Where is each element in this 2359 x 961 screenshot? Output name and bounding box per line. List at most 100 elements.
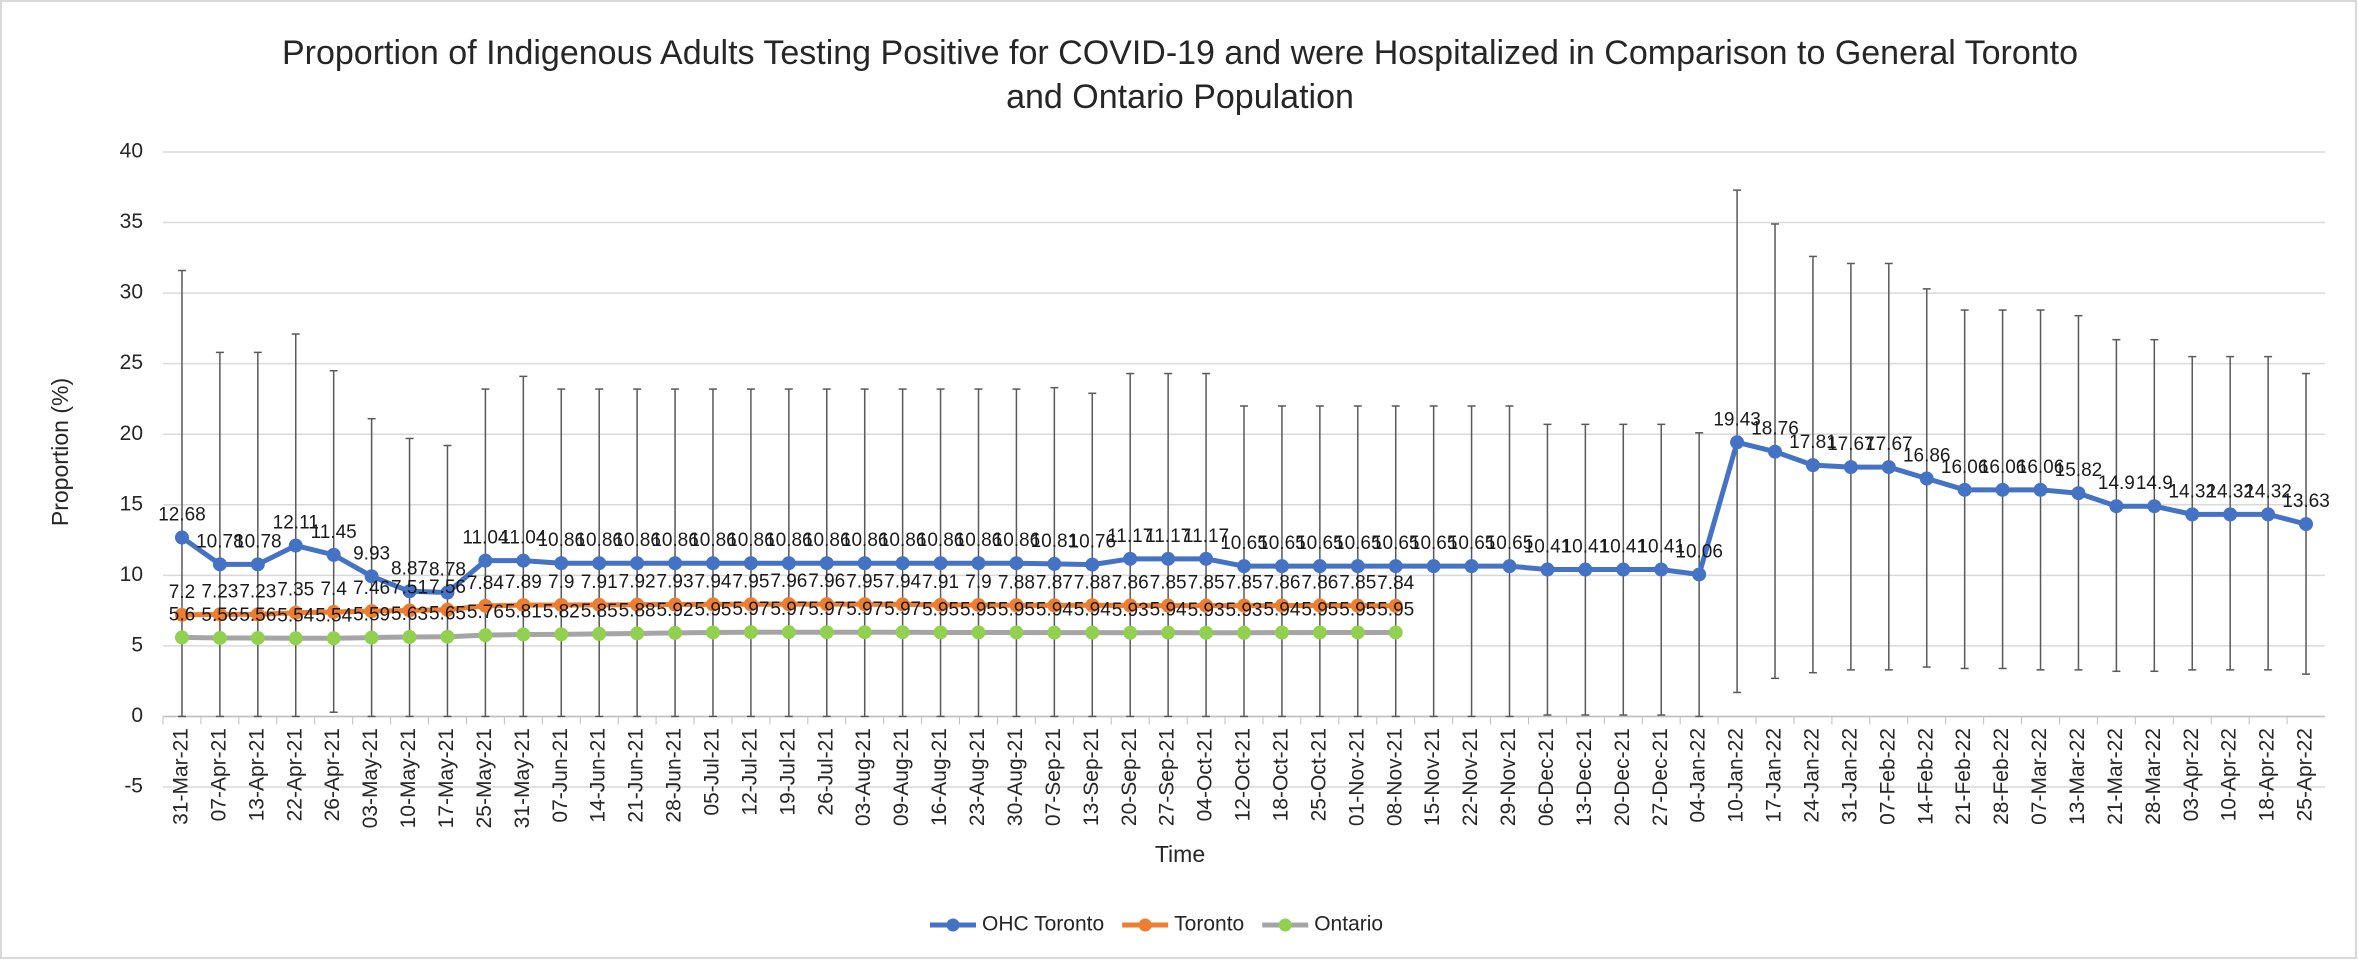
data-point bbox=[781, 625, 796, 640]
data-point bbox=[174, 530, 189, 545]
data-label: 7.86 bbox=[1263, 573, 1300, 594]
data-point bbox=[1464, 559, 1479, 574]
x-tick-label: 10-Jan-22 bbox=[1725, 728, 1748, 823]
data-point bbox=[819, 597, 834, 612]
data-label: 5.93 bbox=[1226, 600, 1263, 621]
data-label: 7.35 bbox=[277, 580, 314, 601]
data-point bbox=[1161, 551, 1176, 566]
data-point bbox=[1692, 567, 1707, 582]
data-label: 11.04 bbox=[462, 528, 509, 549]
data-point bbox=[705, 597, 720, 612]
x-tick-label: 28-Feb-22 bbox=[1990, 728, 2013, 825]
data-label: 11.17 bbox=[1183, 526, 1229, 547]
x-tick-label: 24-Jan-22 bbox=[1800, 728, 1823, 823]
data-label: 5.95 bbox=[1339, 599, 1376, 620]
data-point bbox=[1009, 598, 1024, 613]
x-tick-label: 12-Jul-21 bbox=[738, 728, 761, 816]
data-label: 9.93 bbox=[353, 543, 390, 564]
x-tick-label: 05-Jul-21 bbox=[701, 728, 724, 816]
error-bar bbox=[746, 388, 755, 718]
data-point bbox=[212, 630, 227, 645]
x-tick-label: 04-Oct-21 bbox=[1194, 728, 1217, 821]
data-point bbox=[1502, 559, 1517, 574]
data-label: 10.86 bbox=[917, 530, 965, 551]
legend-marker bbox=[1138, 918, 1152, 932]
data-point bbox=[402, 584, 417, 599]
data-label: 10.86 bbox=[993, 530, 1041, 551]
data-label: 10.86 bbox=[765, 530, 813, 551]
data-label: 13.63 bbox=[2282, 491, 2330, 512]
data-point bbox=[516, 553, 531, 568]
x-tick-label: 03-Apr-22 bbox=[2180, 728, 2203, 821]
data-point bbox=[895, 597, 910, 612]
data-point bbox=[288, 631, 303, 646]
data-point bbox=[1957, 482, 1972, 497]
data-label: 10.86 bbox=[537, 530, 585, 551]
data-point bbox=[1199, 598, 1214, 613]
x-tick-label: 13-Sep-21 bbox=[1080, 728, 1103, 826]
data-label: 7.56 bbox=[429, 577, 466, 598]
y-axis-label: Proportion (%) bbox=[47, 378, 73, 526]
data-point bbox=[1047, 598, 1062, 613]
x-tick-label: 10-Apr-22 bbox=[2218, 728, 2241, 821]
data-point bbox=[326, 631, 341, 646]
data-point bbox=[326, 605, 341, 620]
data-label: 7.93 bbox=[657, 572, 694, 593]
data-label: 5.97 bbox=[732, 599, 769, 620]
data-point bbox=[2071, 486, 2086, 501]
x-tick-label: 07-Apr-21 bbox=[207, 728, 230, 821]
data-label: 10.86 bbox=[613, 530, 661, 551]
x-tick-label: 31-Mar-21 bbox=[170, 728, 193, 825]
data-point bbox=[933, 597, 948, 612]
data-point bbox=[516, 598, 531, 613]
data-label: 7.95 bbox=[846, 571, 883, 592]
error-bar bbox=[329, 369, 338, 713]
data-label: 10.81 bbox=[1031, 531, 1079, 552]
data-label: 7.95 bbox=[732, 571, 769, 592]
data-point bbox=[895, 556, 910, 571]
x-tick-label: 27-Dec-21 bbox=[1649, 728, 1672, 826]
data-label: 17.67 bbox=[1827, 434, 1875, 455]
x-tick-label: 20-Dec-21 bbox=[1611, 728, 1634, 826]
data-point bbox=[288, 605, 303, 620]
data-label: 5.82 bbox=[543, 601, 580, 622]
data-label: 10.65 bbox=[1334, 533, 1382, 554]
data-label: 7.86 bbox=[1301, 573, 1338, 594]
data-point bbox=[2033, 482, 2048, 497]
data-label: 10.41 bbox=[1562, 537, 1610, 558]
data-label: 16.06 bbox=[2017, 457, 2065, 478]
data-point bbox=[1237, 559, 1251, 574]
data-label: 7.85 bbox=[1188, 573, 1225, 594]
data-label: 5.56 bbox=[201, 605, 238, 626]
data-point bbox=[1274, 625, 1289, 640]
error-bar bbox=[405, 437, 414, 718]
data-point bbox=[630, 626, 645, 641]
data-label: 7.84 bbox=[467, 573, 504, 594]
data-label: 8.87 bbox=[391, 558, 428, 579]
data-point bbox=[1009, 625, 1024, 640]
x-tick-label: 07-Mar-22 bbox=[2028, 728, 2051, 825]
data-label: 5.63 bbox=[391, 604, 428, 625]
x-tick-label: 13-Dec-21 bbox=[1573, 728, 1596, 826]
data-point bbox=[1237, 625, 1251, 640]
data-label: 7.23 bbox=[239, 581, 276, 602]
data-point bbox=[971, 625, 986, 640]
data-label: 11.04 bbox=[500, 528, 547, 549]
x-tick-label: 12-Oct-21 bbox=[1232, 728, 1255, 821]
data-point bbox=[1388, 598, 1403, 613]
data-label: 7.51 bbox=[391, 577, 428, 598]
data-label: 10.86 bbox=[955, 530, 1003, 551]
data-label: 16.86 bbox=[1903, 446, 1951, 467]
error-bar bbox=[1088, 392, 1097, 718]
data-point bbox=[174, 607, 189, 622]
x-tick-label: 14-Jun-21 bbox=[587, 728, 610, 823]
x-tick-label: 07-Jun-21 bbox=[549, 728, 572, 823]
x-tick-label: 31-May-21 bbox=[511, 728, 534, 828]
data-point bbox=[1578, 562, 1593, 577]
error-bar bbox=[784, 388, 793, 718]
x-tick-label: 21-Feb-22 bbox=[1952, 728, 1975, 825]
data-point bbox=[1161, 625, 1176, 640]
y-tick-label: 15 bbox=[120, 492, 143, 515]
error-bar bbox=[671, 388, 680, 718]
